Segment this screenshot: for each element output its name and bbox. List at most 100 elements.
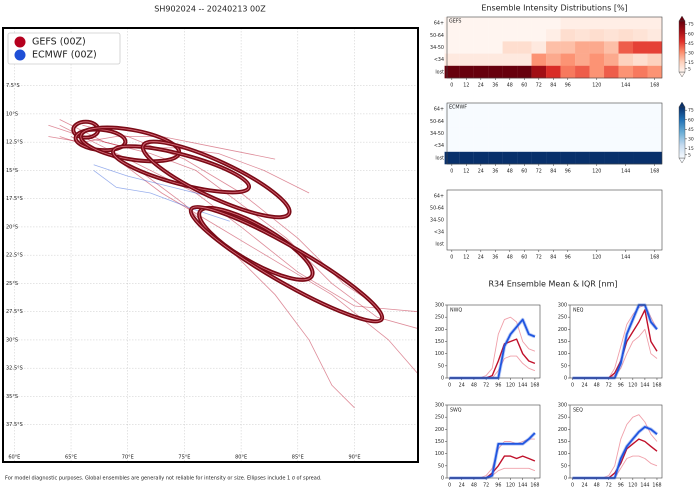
heatmap-cell <box>589 151 605 165</box>
x-tick-label: 24 <box>582 383 588 389</box>
plot-frame <box>569 304 663 379</box>
heatmap-cell <box>546 151 561 165</box>
x-tick-label: 96 <box>565 255 571 261</box>
x-tick-label: 120 <box>592 255 601 261</box>
y-tick-label: 50-64 <box>430 33 444 39</box>
heatmap-cell <box>444 53 460 67</box>
x-tick-label: 85°E <box>292 455 304 461</box>
heatmap-cell <box>633 151 648 165</box>
heatmap-cell <box>618 41 634 54</box>
x-tick-label: 12 <box>463 83 469 89</box>
x-tick-label: 60°E <box>8 455 20 461</box>
heatmap-cell <box>633 53 648 67</box>
heatmap-cell <box>647 29 662 42</box>
heatmap-cell <box>502 41 518 54</box>
heatmap-cell <box>604 115 619 128</box>
spread-ellipse-inner <box>190 206 383 322</box>
x-tick-label: 60 <box>521 255 527 261</box>
x-tick-label: 120 <box>592 169 601 175</box>
heatmap-cell <box>618 29 634 42</box>
y-tick-label: 300 <box>435 303 444 309</box>
heatmap-cell <box>546 53 561 67</box>
heatmap-cell <box>647 17 662 30</box>
x-tick-label: 84 <box>550 169 556 175</box>
heatmap-cell <box>633 139 648 153</box>
heatmap-cell <box>488 127 503 140</box>
heatmap-cell <box>444 103 460 116</box>
heatmap-cell <box>444 29 460 42</box>
heatmap-cell <box>618 115 634 128</box>
colorbar-label: 5 <box>688 66 691 72</box>
heatmap-cell <box>633 115 648 128</box>
heatmap-cell <box>473 115 489 128</box>
heatmap-cell <box>604 127 619 140</box>
y-tick-label: 300 <box>558 403 567 409</box>
x-tick-label: 90°E <box>348 455 360 461</box>
panel-label: SEQ <box>573 408 583 414</box>
heatmap-cell <box>589 127 605 140</box>
heatmap-cell <box>604 103 619 116</box>
x-tick-label: 0 <box>450 255 453 261</box>
y-tick-label: 300 <box>435 403 444 409</box>
y-tick-label: 20°S <box>6 224 18 230</box>
heatmap-cell <box>502 29 518 42</box>
map-layer <box>48 119 418 409</box>
heatmap-cell <box>459 115 474 128</box>
heatmap-cell <box>517 29 532 42</box>
x-tick-label: 168 <box>652 383 661 389</box>
x-tick-label: 0 <box>448 483 451 489</box>
heatmap-cell <box>488 17 503 30</box>
y-tick-label: 30°S <box>6 337 18 343</box>
x-tick-label: 168 <box>530 483 539 489</box>
x-tick-label: 120 <box>506 483 515 489</box>
colorbar-label: 60 <box>688 31 694 37</box>
heatmap-cell <box>459 65 474 79</box>
heatmap-cell <box>633 127 648 140</box>
colorbar-label: 30 <box>688 136 694 142</box>
heatmap-cell <box>459 17 474 30</box>
heatmap-cell <box>488 115 503 128</box>
heatmap-cell <box>459 103 474 116</box>
x-tick-label: 12 <box>463 255 469 261</box>
x-tick-label: 84 <box>550 83 556 89</box>
x-tick-label: 96 <box>618 483 624 489</box>
colorbar-label: 75 <box>688 108 694 114</box>
colorbar-end <box>678 157 686 164</box>
y-tick-label: 50 <box>561 463 567 469</box>
heatmap-cell <box>459 41 474 54</box>
legend-swatch <box>14 49 26 61</box>
colorbar-label: 60 <box>688 117 694 123</box>
heatmap-cell <box>546 29 561 42</box>
heatmap-cell <box>444 17 460 30</box>
y-tick-label: 200 <box>435 427 444 433</box>
heatmap-cell <box>633 17 648 30</box>
y-tick-label: 12.5°S <box>6 140 23 146</box>
heatmap-cell <box>531 127 547 140</box>
panel-label: NWQ <box>450 308 462 314</box>
y-tick-label: 200 <box>558 327 567 333</box>
y-tick-label: <34 <box>434 57 444 63</box>
panel-label: GEFS <box>449 19 461 25</box>
heatmap-cell <box>589 115 605 128</box>
heatmap-cell <box>589 103 605 116</box>
y-tick-label: 0 <box>564 476 567 482</box>
colorbar-label: 15 <box>688 60 694 66</box>
heatmap-cell <box>546 139 561 153</box>
heatmap-cell <box>560 53 576 67</box>
x-tick-label: 36 <box>492 83 498 89</box>
colorbar <box>678 20 686 73</box>
y-tick-label: 17.5°S <box>6 196 23 202</box>
heatmap-cell <box>517 103 532 116</box>
heatmap-cell <box>546 115 561 128</box>
y-tick-label: 50-64 <box>430 119 444 125</box>
x-tick-label: 72 <box>606 483 612 489</box>
y-tick-label: 37.5°S <box>6 422 23 428</box>
x-tick-label: 60 <box>521 169 527 175</box>
heatmap-cell <box>502 151 518 165</box>
x-tick-label: 96 <box>565 169 571 175</box>
heatmap-border <box>446 102 663 165</box>
heatmap-cell <box>589 139 605 153</box>
heatmap-cell <box>473 127 489 140</box>
x-tick-label: 24 <box>459 483 465 489</box>
